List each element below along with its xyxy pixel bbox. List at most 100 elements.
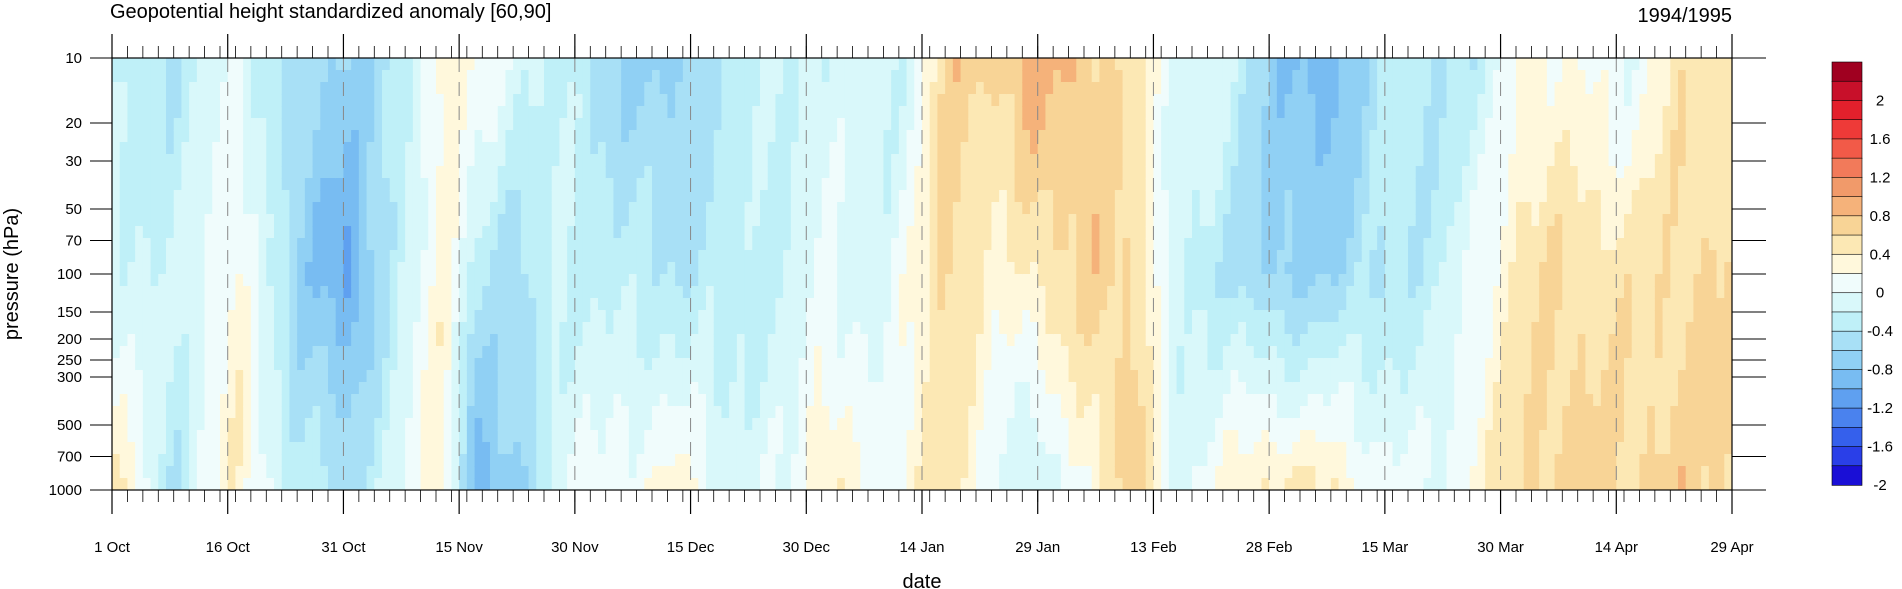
field-cell (906, 178, 915, 191)
field-cell (497, 394, 507, 407)
field-cell (1114, 202, 1124, 215)
field-cell (142, 418, 152, 431)
field-cell (1068, 250, 1077, 263)
field-cell (335, 262, 345, 275)
field-cell (420, 190, 429, 203)
field-cell (382, 478, 391, 490)
field-cell (351, 202, 360, 215)
field-cell (667, 394, 676, 407)
field-cell (906, 214, 915, 227)
field-cell (1014, 70, 1023, 83)
field-cell (544, 418, 553, 431)
field-cell (482, 166, 491, 179)
field-cell (220, 238, 229, 251)
field-cell (1122, 154, 1131, 167)
field-cell (682, 154, 692, 167)
field-cell (706, 250, 715, 263)
field-cell (1168, 226, 1178, 239)
field-cell (528, 454, 537, 467)
field-cell (505, 274, 514, 287)
field-cell (1114, 214, 1124, 227)
field-cell (929, 82, 939, 95)
field-cell (559, 202, 568, 215)
field-cell (891, 418, 900, 431)
field-cell (1014, 106, 1023, 119)
field-cell (505, 82, 514, 95)
field-cell (582, 226, 591, 239)
field-cell (1037, 406, 1047, 419)
field-cell (181, 442, 190, 455)
field-cell (389, 298, 399, 311)
field-cell (1114, 154, 1124, 167)
field-cell (829, 298, 838, 311)
field-cell (613, 394, 622, 407)
field-cell (1145, 190, 1155, 203)
field-cell (767, 310, 777, 323)
field-cell (783, 226, 792, 239)
field-cell (1176, 406, 1185, 419)
field-cell (112, 382, 121, 395)
field-cell (690, 382, 699, 395)
field-cell (1068, 274, 1077, 287)
field-cell (1006, 214, 1016, 227)
field-cell (1037, 82, 1047, 95)
field-cell (1099, 322, 1108, 335)
field-cell (574, 130, 584, 143)
field-cell (196, 58, 206, 71)
field-cell (675, 118, 684, 131)
field-cell (436, 130, 445, 143)
field-cell (783, 418, 792, 431)
field-cell (227, 310, 237, 323)
field-cell (1022, 478, 1031, 490)
field-cell (158, 310, 167, 323)
field-cell (258, 310, 267, 323)
field-cell (1014, 442, 1023, 455)
field-cell (1076, 334, 1085, 347)
field-cell (1053, 346, 1062, 359)
field-cell (243, 94, 252, 107)
field-cell (952, 214, 962, 227)
field-cell (551, 442, 561, 455)
field-cell (227, 238, 237, 251)
field-cell (852, 370, 861, 383)
field-cell (220, 118, 229, 131)
field-cell (590, 130, 599, 143)
field-cell (389, 442, 399, 455)
field-cell (1114, 442, 1124, 455)
field-cell (551, 394, 561, 407)
field-cell (428, 262, 437, 275)
field-cell (158, 406, 167, 419)
field-cell (374, 394, 383, 407)
field-cell (227, 154, 237, 167)
field-cell (1153, 418, 1162, 431)
field-cell (991, 262, 1000, 275)
field-cell (667, 226, 676, 239)
field-cell (914, 406, 923, 419)
field-cell (667, 370, 676, 383)
field-cell (806, 226, 815, 239)
field-cell (667, 430, 676, 443)
field-cell (706, 310, 715, 323)
field-cell (814, 286, 823, 299)
field-cell (659, 202, 669, 215)
field-cell (243, 430, 252, 443)
field-cell (837, 106, 846, 119)
field-cell (1176, 166, 1185, 179)
field-cell (505, 250, 514, 263)
field-cell (158, 322, 167, 335)
field-cell (196, 214, 206, 227)
field-cell (868, 358, 877, 371)
field-cell (490, 82, 499, 95)
field-cell (852, 406, 861, 419)
field-cell (675, 466, 684, 479)
field-cell (1037, 430, 1047, 443)
field-cell (999, 274, 1008, 287)
field-cell (351, 310, 360, 323)
field-cell (860, 334, 869, 347)
field-cell (1168, 166, 1178, 179)
field-cell (767, 106, 777, 119)
field-cell (274, 142, 283, 155)
field-cell (196, 226, 206, 239)
field-cell (798, 322, 807, 335)
field-cell (1068, 106, 1077, 119)
